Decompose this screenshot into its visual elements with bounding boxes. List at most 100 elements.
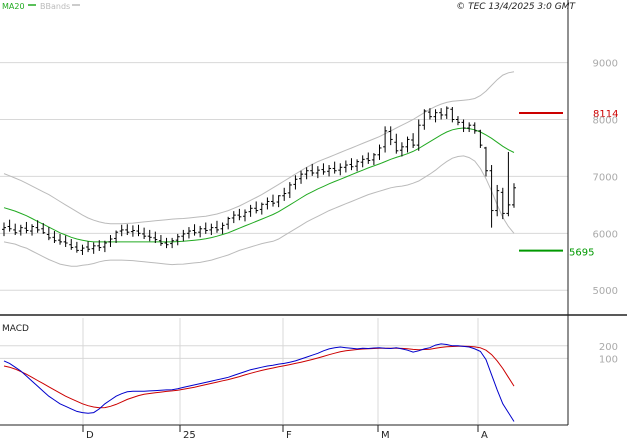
macd-y-tick-label: 200 [599, 342, 618, 353]
price-bar [102, 240, 107, 253]
price-bar [439, 108, 444, 120]
x-tick-label: 25 [183, 430, 196, 440]
price-bar [18, 224, 23, 236]
price-bar [427, 108, 432, 120]
macd-title: MACD [2, 324, 29, 334]
macd-signal-line [3, 345, 515, 409]
price-bar [91, 242, 96, 254]
price-bar [467, 122, 472, 133]
price-bar [315, 166, 320, 179]
price-bar [450, 106, 455, 123]
price-bar [13, 223, 18, 236]
price-bar [349, 158, 354, 171]
price-bar [259, 202, 264, 215]
price-y-tick-label: 8000 [593, 116, 618, 127]
macd-y-tick-label: 100 [599, 354, 618, 365]
level-label: 5695 [569, 248, 594, 259]
price-bar [506, 151, 511, 217]
price-bar [231, 211, 236, 224]
price-bar [170, 237, 175, 249]
price-bar [74, 241, 79, 253]
price-bar [360, 155, 365, 168]
price-bar [405, 136, 410, 153]
price-bar [383, 126, 388, 153]
level-label: 8114 [593, 109, 618, 120]
price-bar [7, 219, 12, 232]
price-bar [226, 216, 231, 230]
price-bar [444, 106, 449, 119]
price-bar [237, 208, 242, 221]
price-bar [282, 187, 287, 201]
x-tick-label: M [381, 430, 390, 440]
price-bar [355, 159, 360, 172]
price-bar [483, 146, 488, 177]
price-bar [242, 209, 247, 222]
price-bar [130, 225, 135, 237]
price-bar [293, 175, 298, 190]
price-bar [203, 222, 208, 234]
price-bar [299, 170, 304, 184]
price-bar [461, 119, 466, 133]
price-bar [416, 119, 421, 151]
bbands-lower-line [3, 155, 515, 267]
price-bar [321, 163, 326, 175]
price-y-tick-label: 6000 [593, 229, 618, 240]
price-bar [52, 231, 57, 244]
price-bar [327, 165, 332, 177]
axes-frame [0, 0, 627, 426]
price-bar [343, 160, 348, 173]
price-bar [69, 239, 74, 250]
price-bar [304, 167, 309, 180]
price-bar [125, 224, 130, 236]
bbands-upper-line [3, 71, 515, 225]
price-bar [192, 224, 197, 236]
price-y-tick-label: 5000 [593, 286, 618, 297]
price-bar [97, 240, 102, 251]
price-bar [2, 222, 6, 237]
price-bar [142, 227, 147, 240]
price-bar [198, 225, 203, 238]
price-bar [186, 227, 191, 239]
bollinger-bands [3, 71, 515, 267]
level-lines: 8114 5695 [519, 109, 618, 259]
price-bar [338, 163, 343, 176]
price-bar [500, 187, 505, 220]
price-bar [271, 194, 276, 207]
price-bar [455, 116, 460, 126]
price-bar [119, 224, 124, 237]
price-bar [63, 235, 68, 247]
price-bar [80, 244, 85, 255]
price-bar [489, 165, 494, 228]
price-bar [220, 222, 225, 234]
x-tick-label: A [481, 430, 488, 440]
price-bar [175, 233, 180, 246]
price-bar [108, 235, 113, 247]
price-bar [153, 231, 158, 244]
price-bar [422, 109, 427, 130]
price-bars [2, 106, 516, 255]
macd-lines [3, 343, 515, 422]
price-bar [411, 133, 416, 148]
price-bar [30, 224, 35, 236]
price-bar [265, 197, 270, 210]
price-bar [248, 204, 253, 217]
ma20-series-line [3, 127, 515, 243]
price-y-tick-label: 9000 [593, 59, 618, 70]
macd-main-line [3, 343, 515, 422]
price-bar [46, 227, 51, 241]
price-bar [478, 129, 483, 148]
price-bar [24, 221, 29, 234]
price-bar [287, 182, 292, 199]
x-tick-label: F [286, 430, 292, 440]
price-bar [512, 183, 516, 208]
price-bar [164, 237, 169, 249]
price-bar [254, 201, 259, 214]
price-bar [209, 223, 214, 236]
price-bar [371, 153, 376, 166]
price-bar [394, 133, 399, 154]
price-bar [276, 195, 281, 208]
price-bar [181, 229, 186, 242]
price-bar [136, 224, 141, 237]
